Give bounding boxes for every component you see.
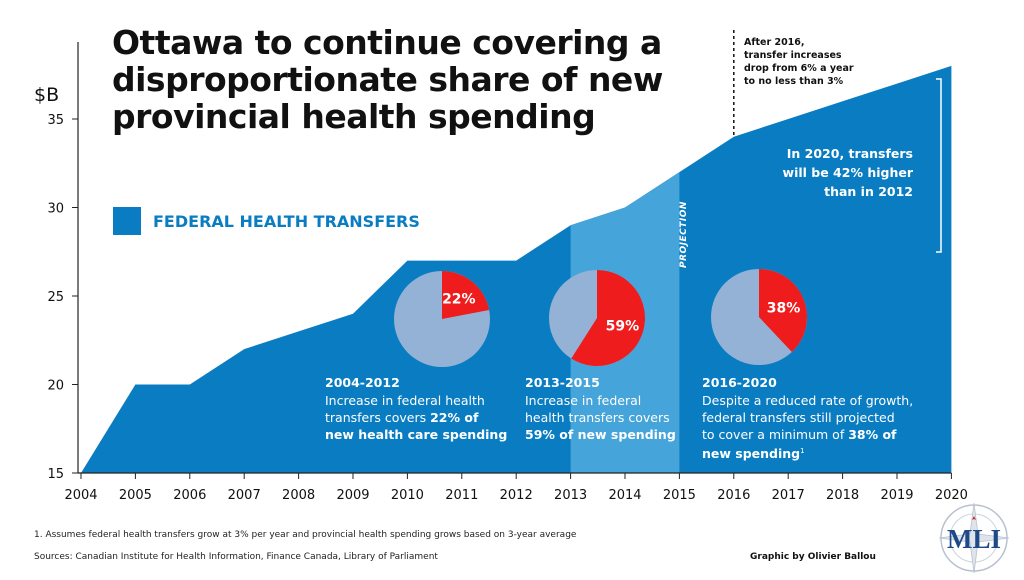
- pie-label-2016-2020: 38%: [767, 300, 801, 316]
- projection-label: PROJECTION: [679, 201, 689, 268]
- x-tick-label: 2019: [880, 488, 913, 503]
- x-tick-label: 2010: [391, 488, 424, 503]
- period-heading: 2004-2012: [325, 375, 400, 390]
- period-2013-2015-text: 2013-2015 Increase in federal health tra…: [525, 375, 676, 442]
- y-tick-label: 25: [47, 290, 64, 305]
- y-axis-unit-label: $B: [34, 84, 60, 106]
- x-tick-label: 2011: [445, 488, 478, 503]
- y-tick-label: 30: [47, 202, 64, 217]
- x-tick-label: 2016: [717, 488, 750, 503]
- mli-logo: MLI: [938, 502, 1010, 574]
- area-series: [81, 65, 952, 474]
- sources: Sources: Canadian Institute for Health I…: [34, 552, 438, 562]
- x-tick-label: 2015: [663, 488, 696, 503]
- x-tick-label: 2005: [119, 488, 152, 503]
- y-tick-label: 20: [47, 379, 64, 394]
- footnote: 1. Assumes federal health transfers grow…: [34, 530, 577, 540]
- legend: FEDERAL HEALTH TRANSFERS: [113, 207, 420, 235]
- pie-slice-2004-2012: [442, 271, 490, 319]
- x-tick-label: 2012: [500, 488, 533, 503]
- x-tick-label: 2013: [554, 488, 587, 503]
- 2020-callout: In 2020, transfers will be 42% higher th…: [782, 146, 913, 199]
- y-tick-label: 35: [47, 113, 64, 128]
- period-2004-2012-text: 2004-2012 Increase in federal health tra…: [325, 375, 508, 442]
- y-tick-label: 15: [47, 467, 64, 482]
- x-tick-label: 2007: [228, 488, 261, 503]
- period-heading: 2013-2015: [525, 375, 600, 390]
- x-tick-label: 2018: [826, 488, 859, 503]
- x-tick-label: 2020: [935, 488, 968, 503]
- x-tick-label: 2008: [282, 488, 315, 503]
- x-tick-label: 2006: [173, 488, 206, 503]
- after-2016-note: After 2016, transfer increases drop from…: [744, 37, 854, 87]
- period-2016-2020-text: 2016-2020 Despite a reduced rate of grow…: [702, 375, 914, 462]
- x-tick-label: 2014: [608, 488, 641, 503]
- chart-title: Ottawa to continue covering a disproport…: [112, 23, 663, 136]
- period-heading: 2016-2020: [702, 375, 777, 390]
- x-tick-label: 2017: [772, 488, 805, 503]
- x-tick-label: 2004: [64, 488, 97, 503]
- pie-label-2013-2015: 59%: [606, 318, 640, 334]
- graphic-credit: Graphic by Olivier Ballou: [750, 552, 876, 562]
- logo-text: MLI: [947, 524, 1001, 554]
- callout-bracket: [936, 78, 942, 253]
- pie-slice-2013-2015: [571, 270, 646, 366]
- legend-swatch: [113, 207, 141, 235]
- pie-label-2004-2012: 22%: [442, 292, 476, 308]
- legend-label: FEDERAL HEALTH TRANSFERS: [153, 211, 420, 231]
- x-tick-label: 2009: [336, 488, 369, 503]
- pie-slice-2016-2020: [759, 269, 807, 352]
